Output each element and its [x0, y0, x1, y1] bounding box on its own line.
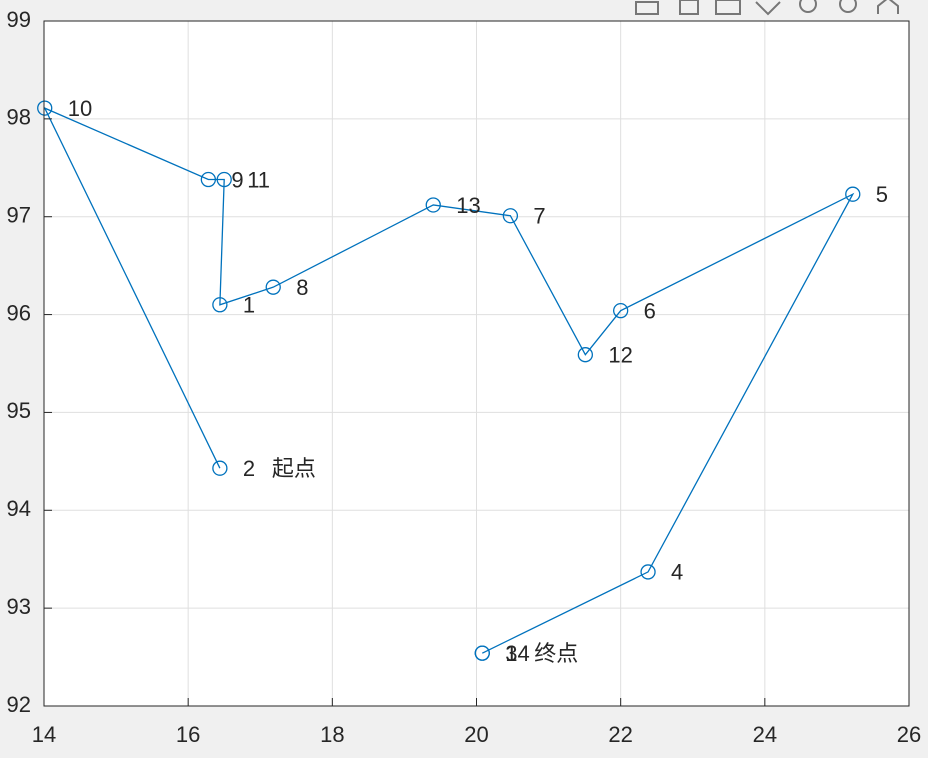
marker — [37, 100, 53, 116]
point-label: 11 — [247, 167, 270, 192]
marker — [425, 197, 441, 213]
y-tick-label: 98 — [7, 105, 31, 130]
marker — [212, 460, 228, 476]
marker — [212, 297, 228, 313]
point-label: 4 — [671, 560, 683, 585]
marker — [216, 171, 232, 188]
y-tick-label: 96 — [7, 300, 31, 325]
annotation: 起点 — [272, 456, 316, 481]
y-tick-label: 95 — [7, 398, 31, 423]
marker — [613, 303, 629, 319]
route-line — [43, 106, 855, 654]
point-label: 14 — [505, 641, 529, 666]
marker — [200, 171, 217, 188]
x-tick-label: 24 — [753, 722, 777, 747]
point-label: 3 — [505, 641, 517, 666]
x-tick-label: 22 — [608, 722, 632, 747]
x-tick-label: 18 — [320, 722, 344, 747]
y-tick-label: 97 — [7, 203, 31, 228]
toolbar[interactable] — [635, 0, 899, 16]
point-label: 8 — [296, 275, 308, 300]
marker — [502, 208, 519, 224]
point-label: 6 — [644, 298, 656, 323]
x-tick-label: 16 — [176, 722, 200, 747]
x-tick-label: 20 — [464, 722, 488, 747]
point-label: 7 — [533, 204, 545, 229]
point-label: 13 — [456, 193, 480, 218]
marks — [37, 100, 861, 661]
x-tick-label: 14 — [32, 722, 56, 747]
marker — [845, 186, 861, 202]
marker — [577, 347, 593, 363]
annotation: 终点 — [534, 641, 578, 666]
x-tick-label: 26 — [897, 722, 921, 747]
marker — [474, 645, 490, 661]
marker — [265, 279, 281, 295]
y-tick-label: 92 — [7, 692, 31, 717]
point-label: 10 — [68, 96, 92, 121]
y-tick-label: 99 — [7, 7, 31, 32]
y-tick-label: 93 — [7, 594, 31, 619]
point-label: 1 — [243, 293, 255, 318]
point-label: 12 — [608, 343, 632, 368]
marker — [640, 564, 656, 580]
point-label: 2 — [243, 456, 255, 481]
point-label: 9 — [231, 167, 243, 192]
y-tick-label: 94 — [7, 496, 31, 521]
point-label: 5 — [876, 182, 888, 207]
